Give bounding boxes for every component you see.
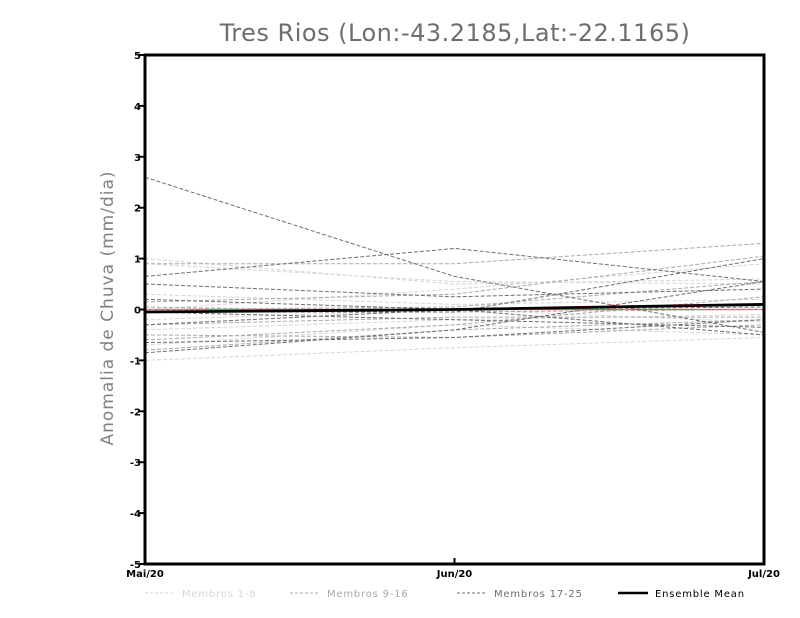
legend-label-4: Ensemble Mean — [655, 589, 745, 600]
x-tick-label: Mai/20 — [126, 569, 164, 580]
y-axis-ticks: 5 4 3 2 1 0 -1 -2 -3 -4 -5 — [130, 51, 145, 571]
member-line-9 — [145, 242, 765, 265]
y-tick-label: 3 — [134, 153, 141, 164]
x-tick-label: Jun/20 — [436, 569, 473, 580]
member-line-19 — [144, 283, 765, 298]
y-tick-label: -2 — [130, 407, 141, 418]
member-line-5 — [144, 337, 765, 361]
y-tick-label: 2 — [134, 204, 141, 215]
ensemble-mean-line — [144, 303, 765, 314]
x-axis-ticks: Mai/20 Jun/20 Jul/20 — [126, 558, 780, 580]
y-tick-label: -5 — [130, 560, 141, 571]
chart-title: Tres Rios (Lon:-43.2185,Lat:-22.1165) — [219, 19, 691, 47]
y-tick-label: -1 — [130, 356, 141, 367]
x-tick-label: Jul/20 — [747, 569, 780, 580]
member-line-7 — [144, 263, 765, 285]
y-tick-label: 1 — [134, 255, 141, 266]
member-line-23 — [144, 281, 765, 354]
y-axis-label: Anomalia de Chuva (mm/dia) — [98, 170, 118, 445]
legend: Membros 1-8 Membros 9-16 Membros 17-25 Ense… — [145, 589, 745, 600]
member-line-22 — [144, 319, 765, 344]
member-line-17 — [144, 176, 765, 333]
member-line-4 — [144, 324, 765, 346]
legend-label-2: Membros 9-16 — [327, 589, 409, 600]
y-tick-label: -4 — [130, 509, 141, 520]
member-line-15 — [144, 316, 764, 326]
y-tick-label: 4 — [134, 102, 141, 113]
legend-label-1: Membros 1-8 — [182, 589, 256, 600]
member-line-14 — [144, 255, 765, 303]
member-line-13 — [144, 319, 765, 351]
y-tick-label: 5 — [134, 51, 141, 62]
y-tick-label: -3 — [130, 458, 141, 469]
series-layer — [144, 176, 765, 361]
member-line-21 — [144, 311, 765, 328]
legend-label-3: Membros 17-25 — [494, 589, 583, 600]
member-line-18 — [144, 247, 765, 282]
member-line-2 — [144, 293, 765, 305]
y-tick-label: 0 — [134, 306, 141, 317]
